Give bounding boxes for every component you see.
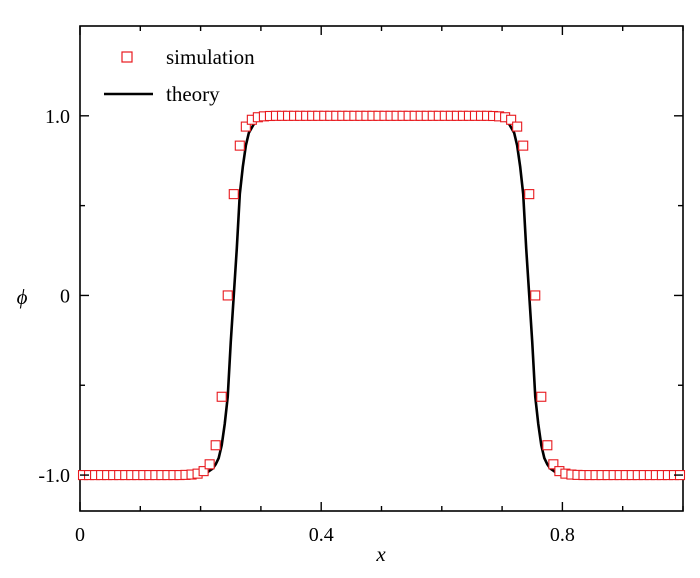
simulation-marker — [506, 114, 517, 125]
legend-label-theory: theory — [166, 82, 220, 106]
legend: simulation theory — [104, 45, 255, 106]
x-tick-label: 0.4 — [309, 524, 334, 546]
simulation-marker — [222, 290, 233, 301]
x-axis-label: x — [375, 542, 386, 566]
simulation-marker — [198, 466, 209, 477]
simulation-marker — [240, 121, 251, 132]
simulation-marker — [228, 189, 239, 200]
simulation-marker — [216, 391, 227, 402]
y-tick-label: 0 — [60, 285, 70, 307]
simulation-marker — [204, 459, 215, 470]
y-tick-labels: -1.0 0 1.0 — [38, 106, 70, 487]
y-axis-label: ϕ — [17, 285, 28, 309]
theory-line — [80, 114, 683, 477]
y-tick-label: 1.0 — [45, 106, 70, 128]
simulation-marker — [234, 140, 245, 151]
x-tick-label: 0.8 — [550, 524, 575, 546]
simulation-markers — [77, 110, 686, 481]
simulation-marker — [524, 189, 535, 200]
axis-ticks — [79, 26, 684, 511]
simulation-marker — [512, 121, 523, 132]
simulation-marker — [210, 440, 221, 451]
simulation-marker — [542, 440, 553, 451]
legend-label-simulation: simulation — [166, 45, 255, 69]
x-tick-label: 0 — [75, 524, 85, 546]
legend-marker-simulation — [121, 51, 133, 63]
y-tick-label: -1.0 — [38, 465, 70, 487]
simulation-marker — [536, 391, 547, 402]
x-tick-labels: 0 0.4 0.8 — [75, 524, 575, 546]
simulation-marker — [518, 140, 529, 151]
simulation-marker — [548, 459, 559, 470]
simulation-marker — [530, 290, 541, 301]
